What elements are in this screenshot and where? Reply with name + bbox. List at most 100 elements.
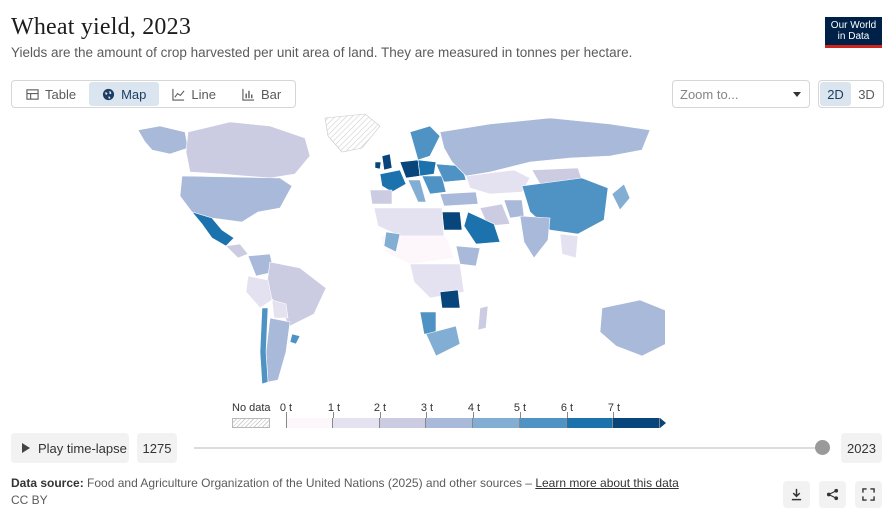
legend-bin-7[interactable] <box>613 418 660 428</box>
country-se-asia[interactable] <box>559 233 579 259</box>
end-year-box[interactable]: 2023 <box>841 433 882 463</box>
country-turkey[interactable] <box>439 191 479 207</box>
country-france[interactable] <box>379 169 407 193</box>
legend-label-1: 1 t <box>327 402 341 414</box>
world-map[interactable] <box>130 112 665 387</box>
country-madagascar[interactable] <box>477 305 489 331</box>
country-poland[interactable] <box>417 159 437 177</box>
tab-bar[interactable]: Bar <box>229 82 294 106</box>
chart-title: Wheat yield, 2023 <box>11 14 192 40</box>
legend-nodata-label: No data <box>232 402 271 414</box>
zoom-select[interactable]: Zoom to... <box>672 80 810 108</box>
timeline-track[interactable] <box>194 447 824 449</box>
data-source: Data source: Food and Agriculture Organi… <box>11 476 679 490</box>
central-america[interactable] <box>225 243 249 259</box>
country-chile[interactable] <box>259 307 269 385</box>
legend-tick-6 <box>566 412 568 418</box>
country-korea-japan[interactable] <box>611 183 631 211</box>
legend-bin-5[interactable] <box>519 418 567 428</box>
tab-line-label: Line <box>191 86 216 102</box>
globe-icon <box>103 88 115 100</box>
country-ethiopia[interactable] <box>455 245 481 267</box>
tab-table[interactable]: Table <box>13 82 89 106</box>
legend-bin-3[interactable] <box>426 418 473 428</box>
fullscreen-icon <box>862 488 875 501</box>
legend-tick-5 <box>519 412 521 418</box>
country-uk[interactable] <box>381 153 393 171</box>
tab-bar-label: Bar <box>260 86 282 102</box>
country-russia[interactable] <box>439 117 651 177</box>
legend-nodata-swatch[interactable] <box>232 418 270 428</box>
country-usa[interactable] <box>179 175 293 223</box>
country-saudi-arabia[interactable] <box>463 211 501 245</box>
country-uruguay[interactable] <box>289 333 301 345</box>
country-canada[interactable] <box>185 121 311 179</box>
country-afghanistan[interactable] <box>503 199 525 219</box>
country-zambia[interactable] <box>439 289 461 309</box>
play-timelapse-button[interactable]: Play time-lapse <box>11 433 129 463</box>
country-bolivia[interactable] <box>271 299 289 319</box>
legend-tick-4 <box>473 412 474 418</box>
country-sahel[interactable] <box>379 235 455 265</box>
country-argentina[interactable] <box>265 317 291 383</box>
legend-label-6: 6 t <box>560 402 574 414</box>
source-prefix: Data source: <box>11 476 84 490</box>
chart-subtitle: Yields are the amount of crop harvested … <box>11 45 633 60</box>
legend-tick-1 <box>332 412 334 418</box>
play-icon <box>22 443 30 453</box>
share-button[interactable] <box>819 481 846 508</box>
timeline-handle[interactable] <box>815 440 830 455</box>
legend-bin-4[interactable] <box>473 418 520 428</box>
tab-map[interactable]: Map <box>89 82 160 106</box>
fullscreen-button[interactable] <box>855 481 882 508</box>
country-south-africa[interactable] <box>425 325 461 357</box>
country-balkans[interactable] <box>421 175 447 195</box>
bar-chart-icon <box>242 88 255 101</box>
tab-line[interactable]: Line <box>159 82 229 106</box>
learn-more-link[interactable]: Learn more about this data <box>535 476 679 490</box>
legend-bin-6[interactable] <box>566 418 614 428</box>
country-kazakhstan[interactable] <box>465 169 531 195</box>
owid-logo[interactable]: Our World in Data <box>825 17 882 48</box>
country-namibia[interactable] <box>419 311 437 335</box>
country-alaska[interactable] <box>137 125 189 155</box>
chevron-down-icon <box>793 92 801 97</box>
country-north-africa[interactable] <box>373 207 445 237</box>
legend-bin-0[interactable] <box>286 418 333 428</box>
country-australia[interactable] <box>599 299 665 357</box>
logo-line-2: in Data <box>837 31 870 42</box>
country-germany[interactable] <box>399 159 421 179</box>
legend-label-2: 2 t <box>373 402 387 414</box>
legend-label-3: 3 t <box>420 402 434 414</box>
country-spain[interactable] <box>369 189 393 205</box>
legend-bin-2[interactable] <box>379 418 427 428</box>
share-icon <box>826 488 839 501</box>
legend-label-0: 0 t <box>279 402 293 414</box>
legend-tick-7 <box>613 412 615 418</box>
country-ireland[interactable] <box>374 161 382 170</box>
legend-label-4: 4 t <box>467 402 481 414</box>
country-peru[interactable] <box>245 275 273 309</box>
country-greenland[interactable] <box>324 113 381 153</box>
table-icon <box>26 88 39 100</box>
download-button[interactable] <box>783 481 810 508</box>
line-chart-icon <box>172 88 185 101</box>
country-india[interactable] <box>519 215 551 259</box>
legend-arrow <box>660 418 666 428</box>
country-scandinavia[interactable] <box>409 125 441 161</box>
legend-label-5: 5 t <box>513 402 527 414</box>
country-egypt[interactable] <box>441 211 463 231</box>
country-nigeria[interactable] <box>383 231 401 253</box>
chart-type-tabs: Table Map Line Bar <box>11 80 297 108</box>
tab-map-label: Map <box>121 86 147 102</box>
legend-bin-1[interactable] <box>332 418 380 428</box>
source-text: Food and Agriculture Organization of the… <box>87 476 532 490</box>
logo-line-1: Our World <box>830 20 877 31</box>
zoom-placeholder: Zoom to... <box>680 86 739 102</box>
country-mexico[interactable] <box>191 211 235 247</box>
toggle-2d[interactable]: 2D <box>820 82 851 106</box>
toggle-3d[interactable]: 3D <box>858 86 875 102</box>
start-year-box[interactable]: 1275 <box>137 433 177 463</box>
legend-tick-2 <box>379 412 381 418</box>
country-italy[interactable] <box>407 179 427 203</box>
